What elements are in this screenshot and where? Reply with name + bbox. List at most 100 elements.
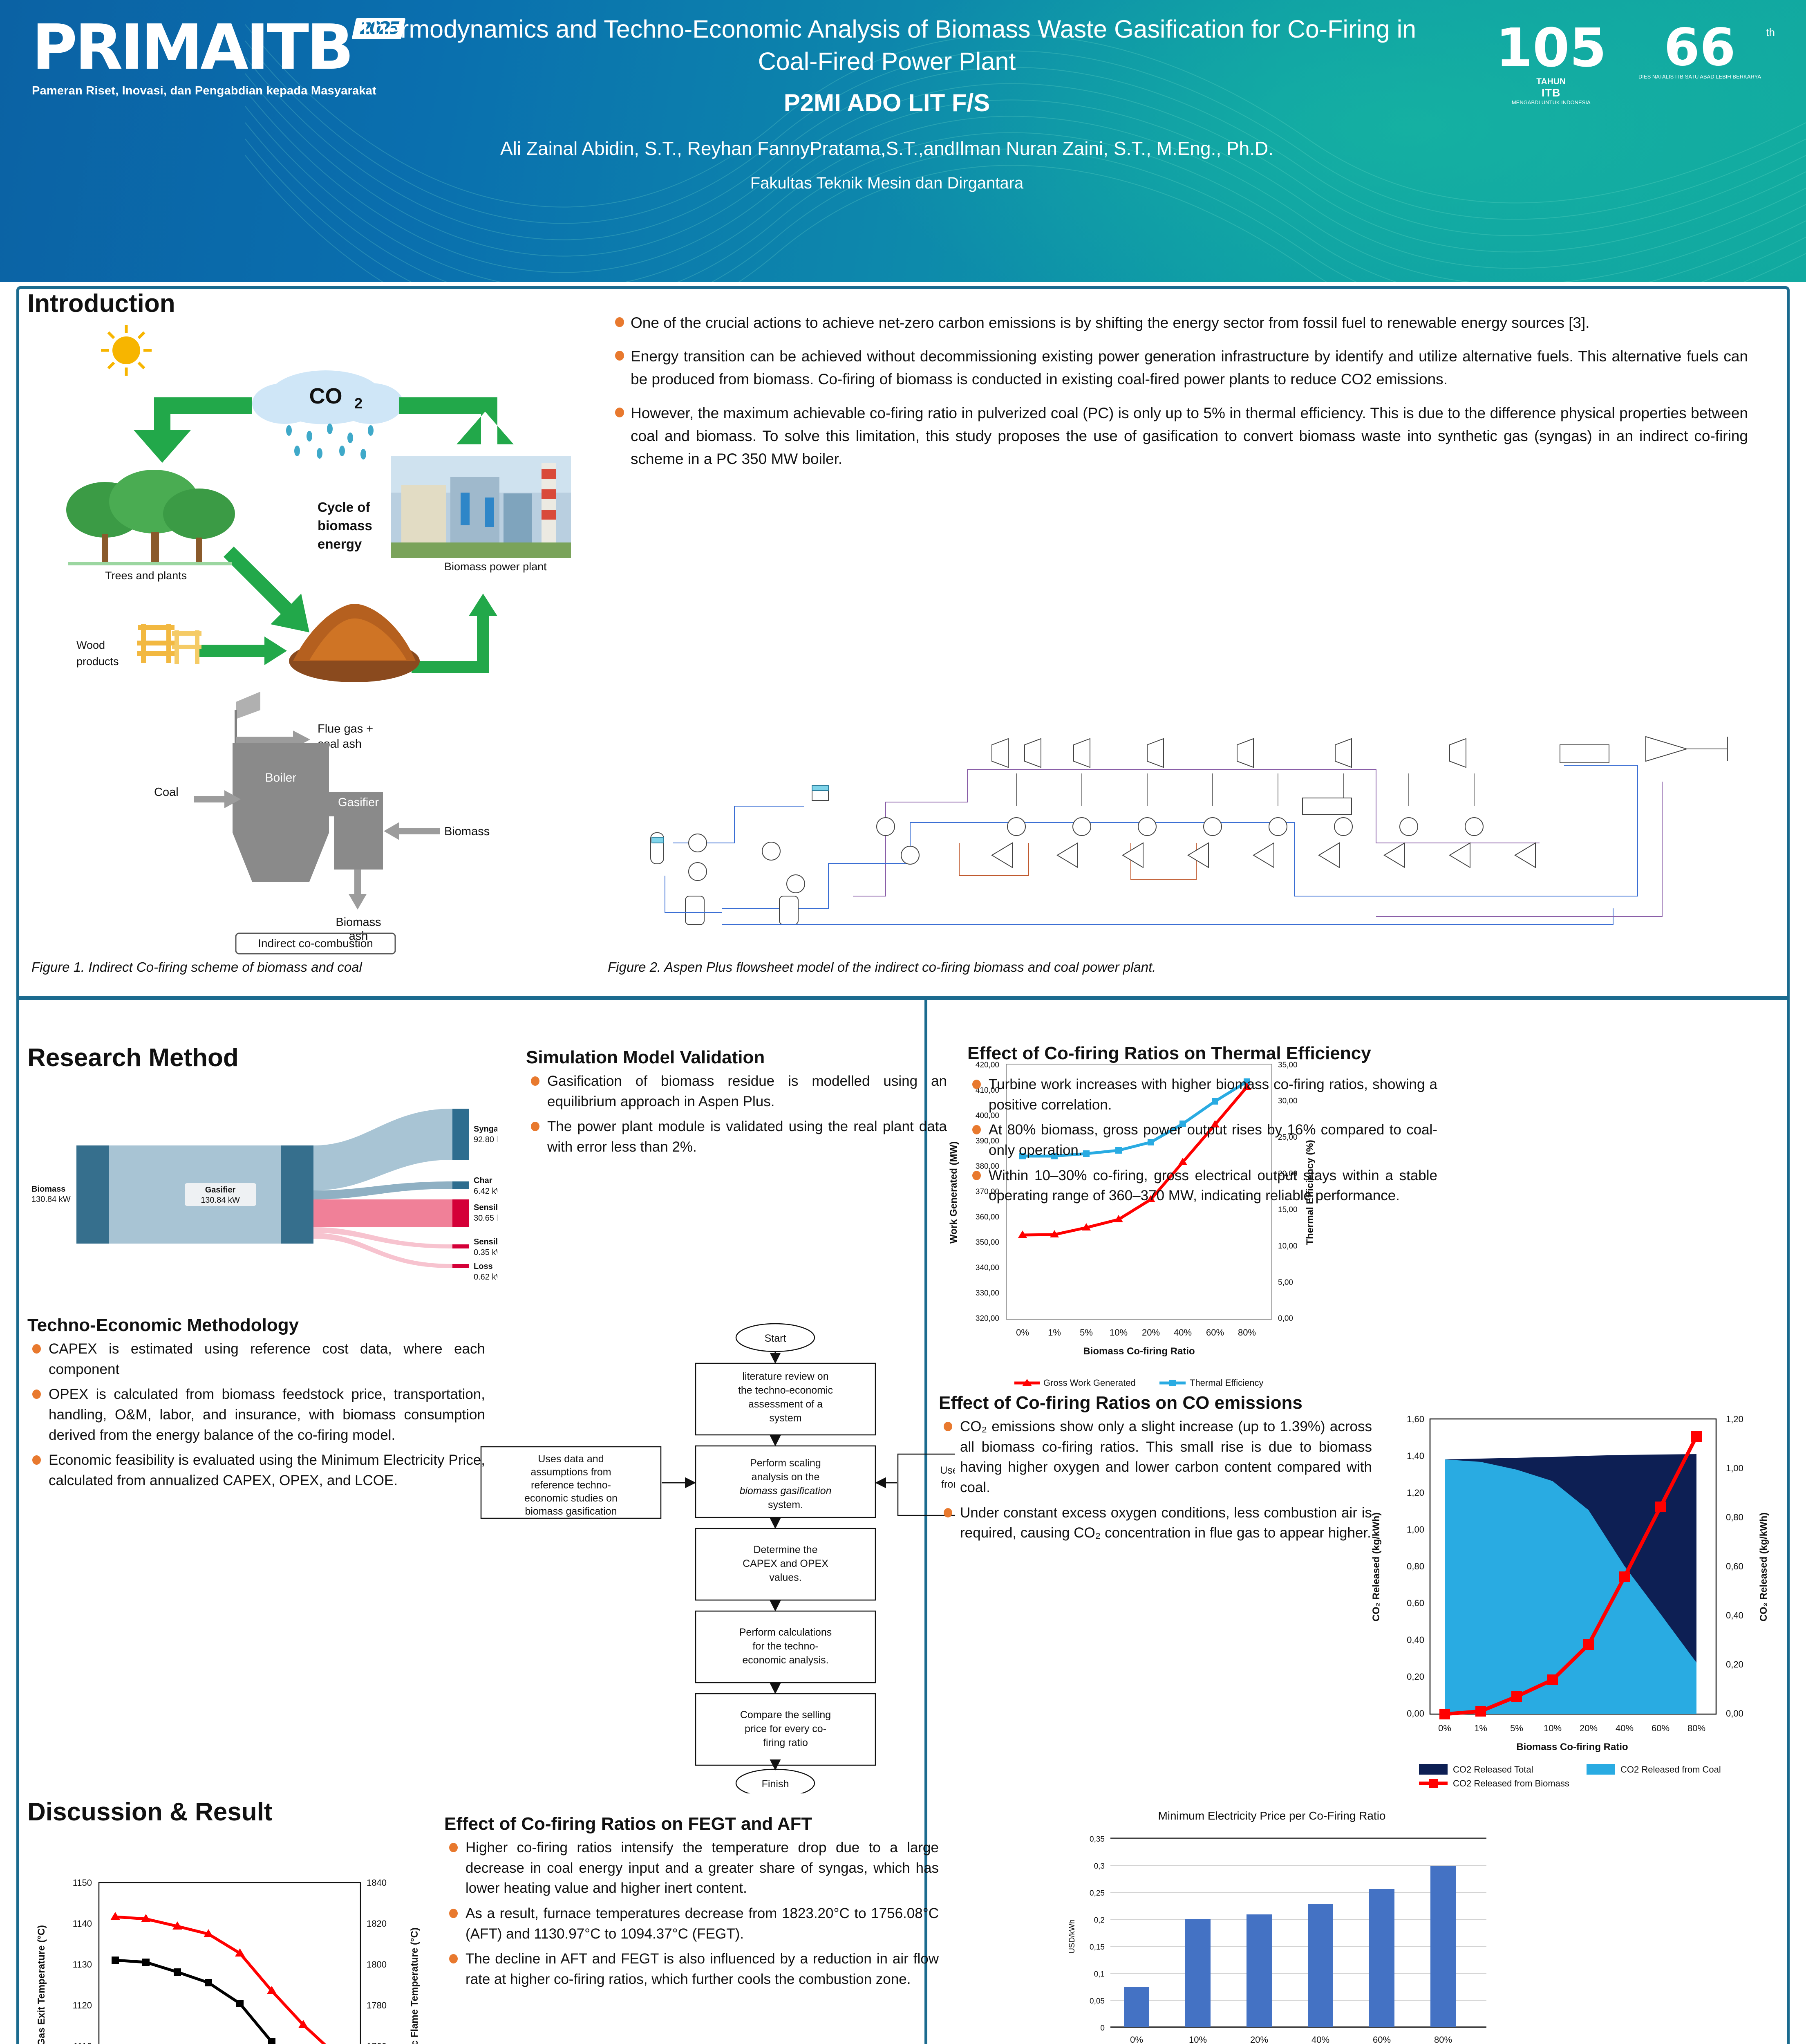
svg-text:economic analysis.: economic analysis. bbox=[742, 1654, 828, 1666]
co2-legend: CO2 Released Total CO2 Released from Coa… bbox=[1419, 1764, 1721, 1788]
label-biomass-ash-2: ash bbox=[349, 930, 368, 943]
svg-text:1120: 1120 bbox=[73, 2000, 92, 2010]
heading-techno-economic-methodology: Techno-Economic Methodology bbox=[27, 1315, 299, 1335]
svg-text:350,00: 350,00 bbox=[976, 1238, 999, 1247]
svg-text:Uses parameter data: Uses parameter data bbox=[940, 1465, 955, 1476]
svg-text:130.84 kW: 130.84 kW bbox=[201, 1196, 240, 1205]
svg-text:80%: 80% bbox=[1687, 1723, 1705, 1733]
svg-text:values.: values. bbox=[769, 1572, 801, 1583]
fegt-ylabel: Furnace Gas Exit Temperature (°C) bbox=[36, 1925, 47, 2044]
logo-prima-text: PRIMA bbox=[32, 11, 248, 83]
svg-text:25,00: 25,00 bbox=[1278, 1133, 1298, 1142]
introduction-bullets: One of the crucial actions to achieve ne… bbox=[608, 312, 1748, 481]
eff-xlabel: Biomass Co-firing Ratio bbox=[1083, 1346, 1195, 1357]
svg-text:20%: 20% bbox=[1250, 2035, 1268, 2044]
chart-minimum-electricity-price: Minimum Electricity Price per Co-Firing … bbox=[1068, 1809, 1486, 2044]
svg-text:for the techno-: for the techno- bbox=[752, 1641, 818, 1652]
logo-105-motto: MENGABDI UNTUK INDONESIA bbox=[1511, 99, 1591, 105]
svg-text:0,3: 0,3 bbox=[1094, 1862, 1105, 1871]
svg-text:0.35 kW: 0.35 kW bbox=[474, 1248, 497, 1257]
svg-text:economic studies on: economic studies on bbox=[524, 1493, 618, 1504]
svg-text:330,00: 330,00 bbox=[976, 1289, 999, 1298]
svg-text:20%: 20% bbox=[1580, 1723, 1598, 1733]
flowchart-step-3: Determine the CAPEX and OPEX values. bbox=[743, 1544, 828, 1583]
svg-text:0,25: 0,25 bbox=[1090, 1889, 1105, 1898]
svg-text:6.42 kW: 6.42 kW bbox=[474, 1187, 497, 1196]
intro-bullet-text: However, the maximum achievable co-firin… bbox=[631, 404, 1748, 468]
logo-66-number: 66 bbox=[1664, 17, 1736, 77]
flowchart-step-4: Perform calculations for the techno- eco… bbox=[739, 1627, 832, 1666]
co-bullet-item: CO₂ emissions show only a slight increas… bbox=[939, 1416, 1372, 1498]
chart-fegt-aft: 1150 1140 1130 1120 1110 1100 1090 1840 … bbox=[36, 1878, 420, 2044]
techno-economic-methodology-block: Techno-Economic Methodology CAPEX is est… bbox=[27, 1315, 485, 1496]
heading-co-emissions: Effect of Co-firing Ratios on CO emissio… bbox=[939, 1393, 1302, 1413]
svg-text:0,80: 0,80 bbox=[1407, 1561, 1424, 1571]
header-center-block: Thermodynamics and Techno-Economic Analy… bbox=[351, 13, 1422, 193]
logo-tagline: Pameran Riset, Inovasi, dan Pengabdian k… bbox=[32, 84, 376, 97]
label-coal: Coal bbox=[154, 786, 179, 799]
svg-text:1140: 1140 bbox=[73, 1918, 92, 1929]
svg-text:Perform scaling: Perform scaling bbox=[750, 1457, 821, 1469]
svg-text:340,00: 340,00 bbox=[976, 1264, 999, 1272]
svg-text:0%: 0% bbox=[1130, 2035, 1143, 2044]
faculty-name: Fakultas Teknik Mesin dan Dirgantara bbox=[750, 174, 1024, 192]
svg-text:1,40: 1,40 bbox=[1407, 1451, 1424, 1461]
flowchart-finish: Finish bbox=[762, 1778, 789, 1790]
header-wave-decoration bbox=[245, 24, 1806, 282]
flowchart-side-left: Uses data and assumptions from reference… bbox=[524, 1453, 618, 1517]
svg-text:Perform calculations: Perform calculations bbox=[739, 1627, 832, 1638]
figure-1-caption: Figure 1. Indirect Co-firing scheme of b… bbox=[31, 959, 362, 975]
svg-text:1%: 1% bbox=[1474, 1723, 1487, 1733]
smv-bullet-text: Gasification of biomass residue is model… bbox=[547, 1073, 947, 1109]
svg-text:1760: 1760 bbox=[367, 2041, 387, 2044]
trees-illustration bbox=[66, 470, 235, 565]
svg-text:360,00: 360,00 bbox=[976, 1213, 999, 1221]
svg-text:Biomass: Biomass bbox=[31, 1185, 65, 1194]
header-right-logos: 105 TAHUN ITB MENGABDI UNTUK INDONESIA 6… bbox=[1496, 17, 1775, 105]
svg-text:1,20: 1,20 bbox=[1726, 1414, 1743, 1424]
svg-text:390,00: 390,00 bbox=[976, 1137, 999, 1145]
fegt-bullet-item: As a result, furnace temperatures decrea… bbox=[444, 1903, 939, 1944]
svg-text:analysis on the: analysis on the bbox=[752, 1471, 820, 1483]
svg-text:1,20: 1,20 bbox=[1407, 1488, 1424, 1498]
svg-text:CO2 Released from Coal: CO2 Released from Coal bbox=[1620, 1764, 1721, 1775]
flowchart-start: Start bbox=[765, 1333, 786, 1344]
thermal-bullet-item: At 80% biomass, gross power output rises… bbox=[967, 1120, 1437, 1160]
svg-text:0,00: 0,00 bbox=[1726, 1708, 1743, 1719]
svg-text:1150: 1150 bbox=[73, 1878, 92, 1888]
biomass-power-plant-photo bbox=[391, 456, 571, 558]
svg-text:40%: 40% bbox=[1174, 1327, 1192, 1338]
label-flue-gas-line1: Flue gas + bbox=[318, 722, 373, 735]
co2-xlabel: Biomass Co-firing Ratio bbox=[1516, 1741, 1628, 1753]
svg-text:30,00: 30,00 bbox=[1278, 1097, 1298, 1105]
svg-text:320,00: 320,00 bbox=[976, 1314, 999, 1323]
label-biomass: biomass bbox=[318, 518, 372, 533]
fegt-bullet-item: The decline in AFT and FEGT is also infl… bbox=[444, 1949, 939, 1989]
flowchart-step-2: Perform scaling analysis on the biomass … bbox=[739, 1457, 831, 1511]
svg-text:420,00: 420,00 bbox=[976, 1061, 999, 1069]
logo-105-tahun-label: TAHUN bbox=[1536, 76, 1566, 86]
svg-text:Gasifier: Gasifier bbox=[205, 1186, 236, 1195]
chart-co2-released: 1,60 1,40 1,20 1,00 0,80 0,60 0,40 0,20 … bbox=[1371, 1414, 1769, 1788]
label-biomass-ash-1: Biomass bbox=[336, 916, 381, 929]
poster-header: PRIMAITB 2025 Pameran Riset, Inovasi, dan… bbox=[0, 0, 1806, 282]
tem-bullet-item: CAPEX is estimated using reference cost … bbox=[27, 1339, 485, 1379]
svg-text:0,20: 0,20 bbox=[1407, 1672, 1424, 1682]
svg-text:1840: 1840 bbox=[367, 1878, 387, 1888]
svg-text:system: system bbox=[769, 1412, 801, 1424]
section-title-introduction: Introduction bbox=[27, 289, 175, 318]
thermal-bullet-text: Turbine work increases with higher bioma… bbox=[989, 1076, 1437, 1113]
svg-text:10%: 10% bbox=[1110, 1327, 1128, 1338]
svg-text:0,05: 0,05 bbox=[1090, 1997, 1105, 2006]
project-code: P2MI ADO LIT F/S bbox=[783, 89, 990, 117]
svg-text:20%: 20% bbox=[1142, 1327, 1160, 1338]
mep-bars bbox=[1124, 1866, 1456, 2027]
flowchart-step-1: literature review on the techno-economic… bbox=[738, 1371, 833, 1424]
logo-66-caption: DIES NATALIS ITB SATU ABAD LEBIH BERKARY… bbox=[1638, 73, 1761, 80]
tem-bullet-item: OPEX is calculated from biomass feedstoc… bbox=[27, 1384, 485, 1445]
section-title-research-method: Research Method bbox=[27, 1044, 239, 1072]
svg-text:system.: system. bbox=[768, 1499, 803, 1511]
label-indirect-cocombustion: Indirect co-combustion bbox=[258, 937, 373, 950]
svg-text:40%: 40% bbox=[1311, 2035, 1329, 2044]
svg-text:35,00: 35,00 bbox=[1278, 1061, 1298, 1069]
